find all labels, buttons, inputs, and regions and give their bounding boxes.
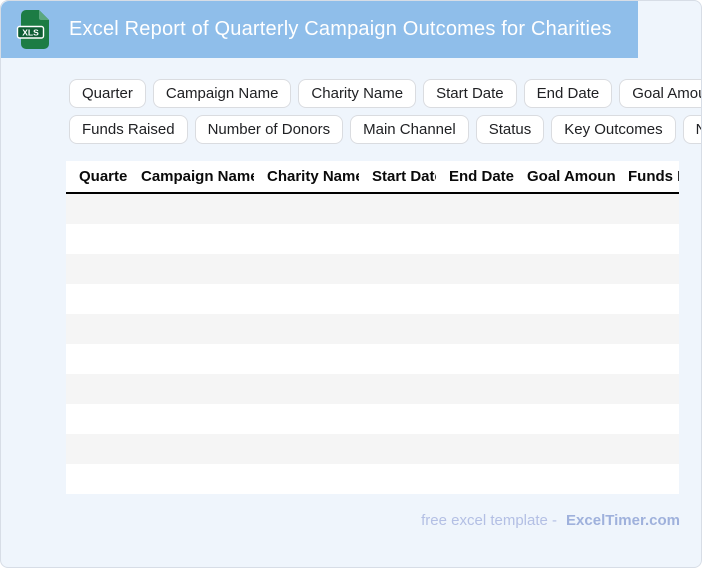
column-header-goal-amount: Goal Amount <box>527 168 615 185</box>
xls-file-icon: XLS <box>16 10 49 49</box>
page-title: Excel Report of Quarterly Campaign Outco… <box>69 18 612 40</box>
column-header-campaign-name: Campaign Name <box>141 168 254 185</box>
table-row <box>66 464 679 494</box>
chip-campaign-name[interactable]: Campaign Name <box>152 79 292 108</box>
column-header-charity-name: Charity Name <box>267 168 359 185</box>
report-table: Quarter Campaign Name Charity Name Start… <box>66 161 679 494</box>
footer: free excel template - ExcelTimer.com <box>421 512 680 529</box>
table-row <box>66 284 679 314</box>
chip-row-2: Funds Raised Number of Donors Main Chann… <box>69 115 701 144</box>
column-header-funds-raised: Funds Raised <box>628 168 679 185</box>
column-header-quarter: Quarter <box>79 168 128 185</box>
chip-funds-raised[interactable]: Funds Raised <box>69 115 188 144</box>
table-row <box>66 374 679 404</box>
chip-end-date[interactable]: End Date <box>523 79 613 108</box>
chip-main-channel[interactable]: Main Channel <box>350 115 469 144</box>
table-row <box>66 254 679 284</box>
table-row <box>66 404 679 434</box>
chip-key-outcomes[interactable]: Key Outcomes <box>551 115 676 144</box>
header-band: XLS Excel Report of Quarterly Campaign O… <box>1 1 638 58</box>
footer-text: free excel template - <box>421 512 558 529</box>
table-header-row: Quarter Campaign Name Charity Name Start… <box>66 161 679 194</box>
table-body <box>66 194 679 494</box>
xls-icon-label: XLS <box>22 28 39 38</box>
chip-row-1: Quarter Campaign Name Charity Name Start… <box>69 79 701 108</box>
chip-number-of-donors[interactable]: Number of Donors <box>194 115 344 144</box>
chip-quarter[interactable]: Quarter <box>69 79 146 108</box>
table-row <box>66 224 679 254</box>
chip-charity-name[interactable]: Charity Name <box>298 79 417 108</box>
column-header-start-date: Start Date <box>372 168 436 185</box>
chip-goal-amount[interactable]: Goal Amount <box>619 79 701 108</box>
chip-status[interactable]: Status <box>475 115 545 144</box>
chip-start-date[interactable]: Start Date <box>423 79 517 108</box>
chip-notes[interactable]: Notes <box>682 115 701 144</box>
footer-brand-link[interactable]: ExcelTimer.com <box>566 512 680 529</box>
table-row <box>66 434 679 464</box>
column-header-end-date: End Date <box>449 168 514 185</box>
table-row <box>66 194 679 224</box>
table-row <box>66 344 679 374</box>
table-row <box>66 314 679 344</box>
field-chips: Quarter Campaign Name Charity Name Start… <box>69 79 701 151</box>
